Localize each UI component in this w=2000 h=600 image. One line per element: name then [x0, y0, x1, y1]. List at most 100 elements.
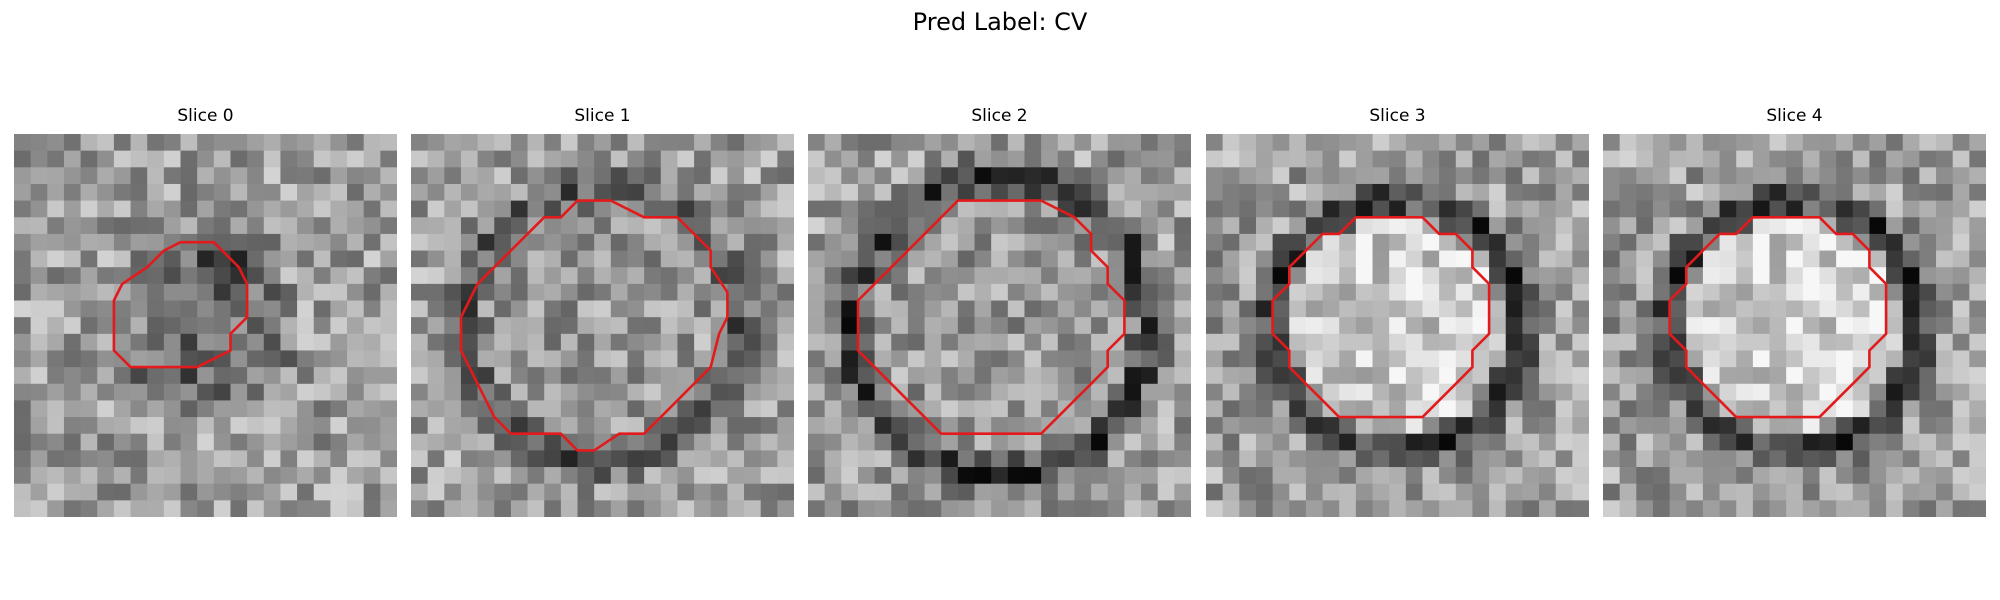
- image-pixel: [644, 433, 662, 451]
- image-pixel: [147, 150, 165, 168]
- image-pixel: [163, 383, 182, 402]
- image-pixel: [1752, 367, 1771, 385]
- image-pixel: [230, 283, 248, 302]
- image-pixel: [610, 200, 629, 218]
- image-pixel: [1222, 333, 1240, 352]
- image-pixel: [544, 367, 562, 385]
- image-pixel: [874, 317, 892, 335]
- image-pixel: [660, 317, 679, 335]
- image-pixel: [1272, 167, 1290, 185]
- image-pixel: [544, 350, 562, 368]
- image-pixel: [1489, 283, 1507, 302]
- image-pixel: [1736, 200, 1754, 218]
- image-pixel: [610, 450, 629, 468]
- image-pixel: [1572, 167, 1589, 185]
- image-pixel: [1489, 167, 1507, 185]
- image-pixel: [1686, 467, 1704, 485]
- image-pixel: [130, 267, 148, 285]
- image-pixel: [1652, 333, 1671, 352]
- image-pixel: [1107, 350, 1125, 368]
- image-pixel: [1057, 267, 1076, 285]
- image-pixel: [1936, 167, 1954, 185]
- image-pixel: [1455, 383, 1474, 402]
- image-pixel: [1702, 317, 1721, 335]
- image-pixel: [477, 183, 495, 202]
- image-pixel: [494, 467, 512, 485]
- image-pixel: [857, 400, 876, 418]
- image-pixel: [1157, 500, 1175, 517]
- image-pixel: [824, 134, 842, 152]
- image-pixel: [1024, 283, 1042, 302]
- image-pixel: [1852, 267, 1871, 285]
- image-pixel: [180, 483, 198, 501]
- image-pixel: [710, 300, 728, 318]
- image-pixel: [924, 300, 942, 318]
- image-pixel: [510, 150, 529, 168]
- image-pixel: [610, 233, 629, 252]
- image-pixel: [1074, 450, 1092, 468]
- image-pixel: [263, 400, 282, 418]
- image-pixel: [1919, 134, 1937, 152]
- image-pixel: [957, 317, 976, 335]
- image-pixel: [1852, 167, 1871, 185]
- image-pixel: [841, 467, 859, 485]
- image-pixel: [1539, 233, 1557, 252]
- image-pixel: [1305, 300, 1324, 318]
- image-pixel: [1107, 483, 1125, 501]
- image-pixel: [47, 300, 65, 318]
- image-pixel: [263, 500, 282, 517]
- image-pixel: [1157, 367, 1175, 385]
- image-pixel: [1141, 383, 1159, 402]
- image-pixel: [1902, 200, 1920, 218]
- image-pixel: [1272, 300, 1290, 318]
- image-pixel: [1936, 350, 1954, 368]
- image-pixel: [1389, 200, 1407, 218]
- image-pixel: [1786, 134, 1804, 152]
- image-pixel: [113, 200, 132, 218]
- image-pixel: [494, 167, 512, 185]
- image-pixel: [510, 317, 529, 335]
- image-pixel: [841, 250, 859, 268]
- image-pixel: [924, 383, 942, 402]
- image-pixel: [544, 417, 562, 435]
- image-pixel: [197, 367, 215, 385]
- image-pixel: [1852, 150, 1871, 168]
- image-pixel: [247, 500, 265, 517]
- image-pixel: [1124, 483, 1142, 501]
- image-pixel: [957, 134, 976, 152]
- image-pixel: [1239, 283, 1257, 302]
- image-pixel: [47, 217, 65, 235]
- image-pixel: [991, 483, 1009, 501]
- image-pixel: [197, 333, 215, 352]
- image-pixel: [1339, 134, 1357, 152]
- image-pixel: [63, 417, 82, 435]
- image-pixel: [1572, 350, 1589, 368]
- image-pixel: [874, 483, 892, 501]
- image-pixel: [710, 400, 728, 418]
- image-pixel: [891, 367, 909, 385]
- image-pixel: [1802, 417, 1821, 435]
- image-pixel: [560, 150, 579, 168]
- image-pixel: [1752, 500, 1771, 517]
- image-pixel: [760, 183, 778, 202]
- image-pixel: [857, 167, 876, 185]
- image-pixel: [1372, 217, 1390, 235]
- image-pixel: [47, 283, 65, 302]
- image-pixel: [1522, 167, 1540, 185]
- image-pixel: [380, 283, 397, 302]
- image-pixel: [263, 467, 282, 485]
- image-pixel: [1969, 167, 1986, 185]
- image-pixel: [1041, 467, 1059, 485]
- image-pixel: [924, 167, 942, 185]
- image-pixel: [1869, 134, 1887, 152]
- image-pixel: [411, 483, 429, 501]
- image-pixel: [1472, 283, 1490, 302]
- image-pixel: [1472, 467, 1490, 485]
- image-pixel: [974, 400, 992, 418]
- image-pixel: [247, 417, 265, 435]
- image-pixel: [1422, 383, 1440, 402]
- image-pixel: [1141, 400, 1159, 418]
- image-pixel: [857, 467, 876, 485]
- image-pixel: [1489, 150, 1507, 168]
- image-pixel: [694, 167, 712, 185]
